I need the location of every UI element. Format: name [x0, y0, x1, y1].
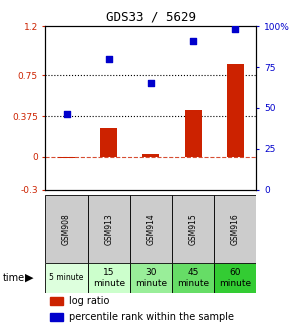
Bar	[214, 263, 256, 293]
Bar	[185, 110, 202, 157]
Text: 45
minute: 45 minute	[177, 268, 209, 288]
Text: GSM914: GSM914	[146, 213, 155, 245]
Bar	[58, 157, 75, 158]
Bar	[45, 195, 88, 263]
Text: 60
minute: 60 minute	[219, 268, 251, 288]
Bar	[172, 263, 214, 293]
Bar	[130, 263, 172, 293]
Text: GSM916: GSM916	[231, 213, 240, 245]
Bar	[88, 195, 130, 263]
Bar	[88, 263, 130, 293]
Bar	[100, 128, 117, 157]
Text: log ratio: log ratio	[69, 296, 109, 306]
Bar	[214, 195, 256, 263]
Bar	[130, 195, 172, 263]
Text: percentile rank within the sample: percentile rank within the sample	[69, 312, 234, 322]
Bar	[50, 297, 63, 305]
Text: GSM908: GSM908	[62, 213, 71, 245]
Point	[233, 27, 238, 32]
Text: 15
minute: 15 minute	[93, 268, 125, 288]
Bar	[227, 64, 244, 157]
Bar	[142, 154, 159, 157]
Text: GSM913: GSM913	[104, 213, 113, 245]
Point	[106, 56, 111, 61]
Text: GSM915: GSM915	[189, 213, 197, 245]
Text: ▶: ▶	[25, 273, 33, 283]
Title: GDS33 / 5629: GDS33 / 5629	[106, 10, 196, 24]
Text: 30
minute: 30 minute	[135, 268, 167, 288]
Bar	[50, 313, 63, 321]
Bar	[172, 195, 214, 263]
Point	[64, 112, 69, 117]
Point	[191, 38, 195, 43]
Bar	[45, 263, 88, 293]
Text: time: time	[3, 273, 25, 283]
Point	[149, 81, 153, 86]
Text: 5 minute: 5 minute	[49, 273, 84, 283]
